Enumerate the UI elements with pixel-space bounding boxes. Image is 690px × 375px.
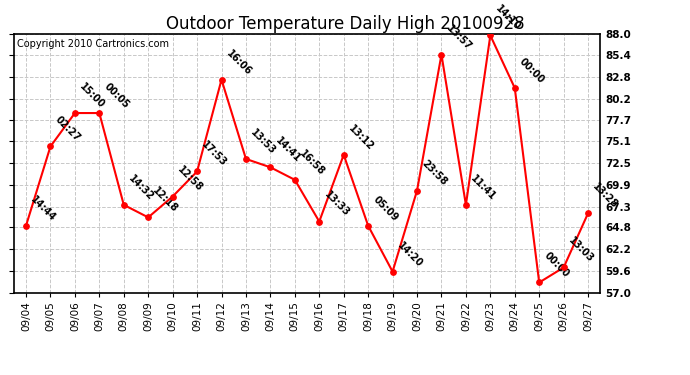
Point xyxy=(558,264,569,270)
Text: 13:03: 13:03 xyxy=(566,236,595,265)
Point xyxy=(509,85,520,91)
Point xyxy=(363,223,374,229)
Text: Copyright 2010 Cartronics.com: Copyright 2010 Cartronics.com xyxy=(17,39,169,49)
Text: 14:44: 14:44 xyxy=(29,194,58,223)
Point xyxy=(436,52,447,58)
Text: 02:27: 02:27 xyxy=(53,115,82,144)
Text: 13:53: 13:53 xyxy=(248,127,278,156)
Text: 13:57: 13:57 xyxy=(444,23,473,52)
Text: 00:00: 00:00 xyxy=(518,56,546,85)
Point xyxy=(118,202,129,208)
Point xyxy=(143,214,154,220)
Point xyxy=(289,177,300,183)
Point xyxy=(240,156,251,162)
Point xyxy=(45,143,56,149)
Text: 13:28: 13:28 xyxy=(591,182,620,210)
Text: 13:12: 13:12 xyxy=(346,123,375,152)
Text: 15:00: 15:00 xyxy=(78,81,107,110)
Text: 00:05: 00:05 xyxy=(102,81,131,110)
Text: 13:33: 13:33 xyxy=(322,190,351,219)
Text: 17:53: 17:53 xyxy=(200,140,229,169)
Point xyxy=(216,76,227,82)
Point xyxy=(485,32,496,38)
Text: 16:58: 16:58 xyxy=(297,148,326,177)
Text: 16:06: 16:06 xyxy=(224,48,253,77)
Text: 05:09: 05:09 xyxy=(371,194,400,223)
Text: Outdoor Temperature Daily High 20100928: Outdoor Temperature Daily High 20100928 xyxy=(166,15,524,33)
Point xyxy=(167,194,178,200)
Point xyxy=(21,223,32,229)
Text: 12:58: 12:58 xyxy=(175,165,204,194)
Point xyxy=(94,110,105,116)
Text: 00:00: 00:00 xyxy=(542,251,571,280)
Point xyxy=(338,152,349,158)
Point xyxy=(533,279,544,285)
Point xyxy=(387,268,398,274)
Point xyxy=(460,202,471,208)
Point xyxy=(582,210,593,216)
Text: 14:41: 14:41 xyxy=(273,135,302,165)
Text: 12:18: 12:18 xyxy=(151,186,180,214)
Point xyxy=(70,110,81,116)
Point xyxy=(411,188,422,194)
Point xyxy=(265,164,276,170)
Text: 14:20: 14:20 xyxy=(395,240,424,269)
Text: 23:58: 23:58 xyxy=(420,159,449,188)
Point xyxy=(314,219,325,225)
Point xyxy=(192,168,203,174)
Text: 11:41: 11:41 xyxy=(469,173,497,202)
Text: 14:32: 14:32 xyxy=(126,173,155,202)
Text: 14:10: 14:10 xyxy=(493,4,522,33)
